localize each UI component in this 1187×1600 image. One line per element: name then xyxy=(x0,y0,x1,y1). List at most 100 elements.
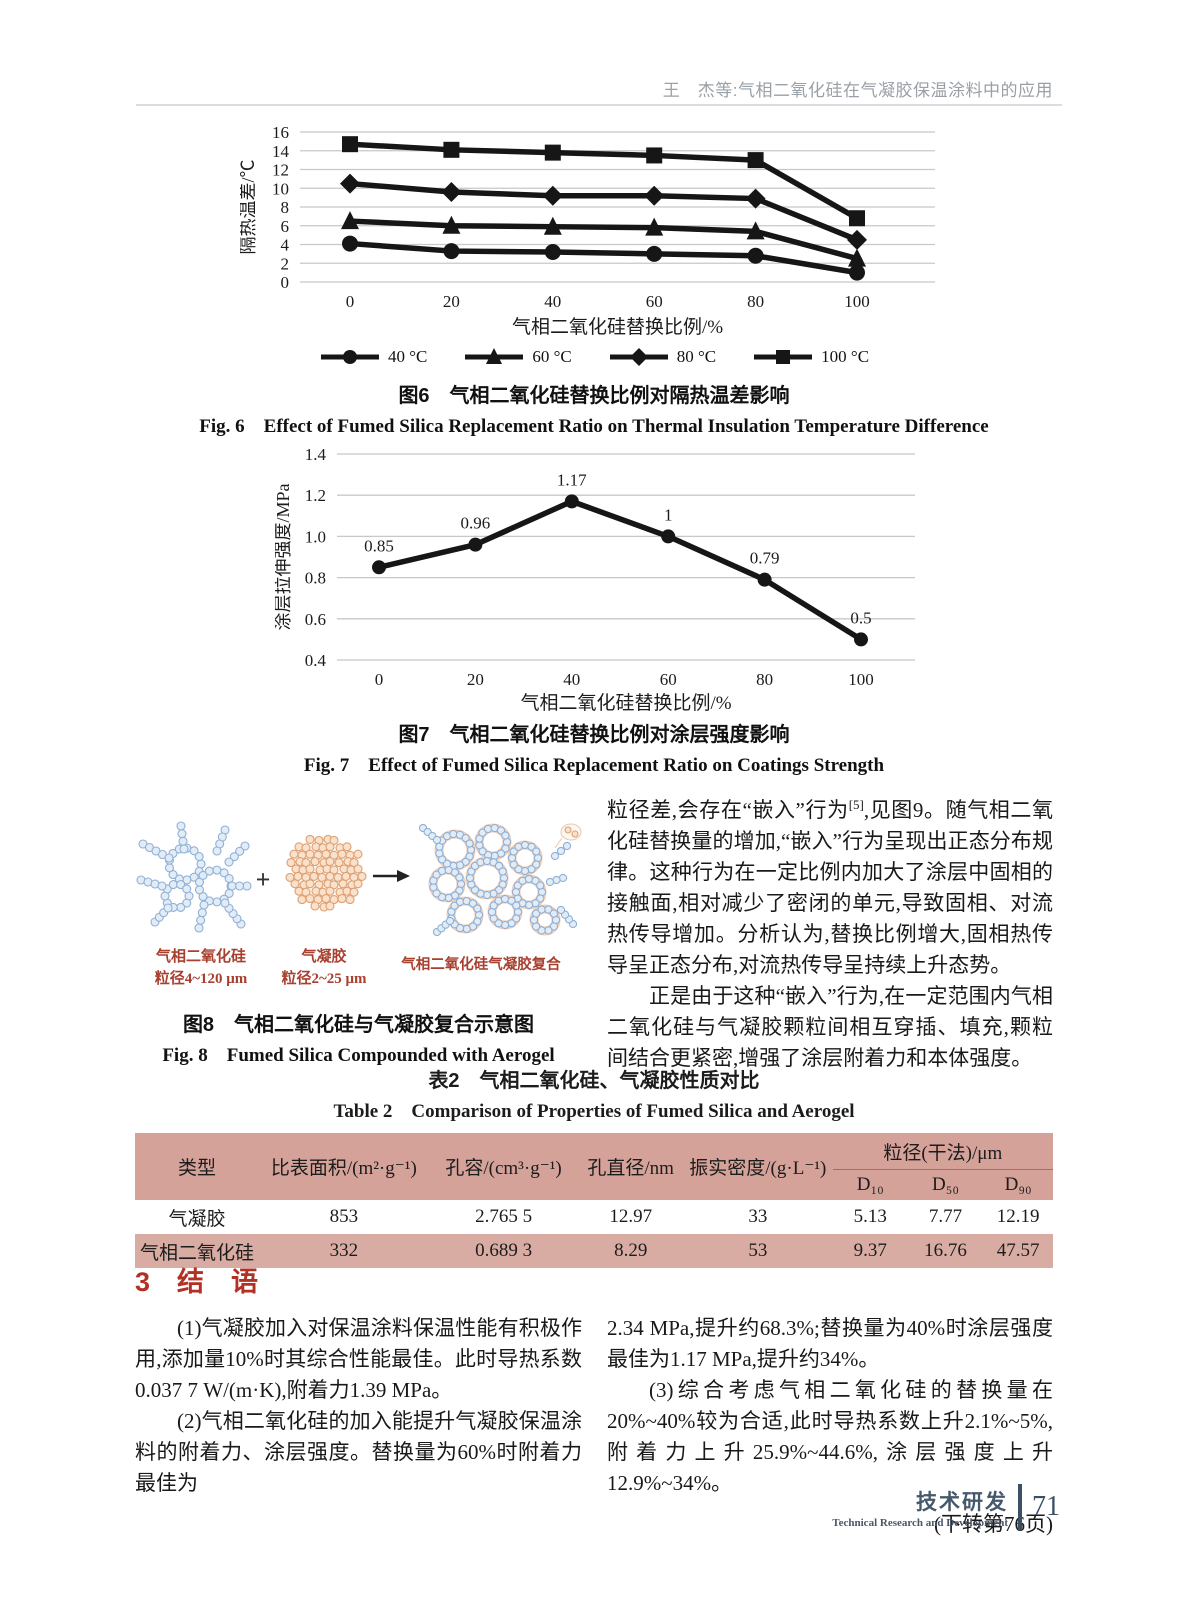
x-tick-label: 100 xyxy=(844,292,870,311)
fig8-label-composite: 气相二氧化硅气凝胶复合 xyxy=(401,957,561,973)
point-label: 0.5 xyxy=(850,608,871,627)
table2-section: 表2 气相二氧化硅、气凝胶性质对比 Table 2 Comparison of … xyxy=(135,1064,1053,1268)
table-row-aerogel: 气凝胶 853 2.765 5 12.97 33 5.13 7.77 12.19 xyxy=(135,1200,1053,1234)
y-tick-label: 14 xyxy=(272,142,290,161)
x-tick-label: 100 xyxy=(848,670,874,689)
y-tick-label: 0.6 xyxy=(305,610,326,629)
body-text-column: 粒径差,会存在“嵌入”行为[5],见图9。随气相二氧化硅替换量的增加,“嵌入”行… xyxy=(607,795,1053,1074)
point-label: 0.79 xyxy=(750,549,780,568)
point-label: 1.17 xyxy=(557,470,587,489)
legend-item-100 °C: 100 °C xyxy=(752,347,869,367)
series-涂层拉伸强度: 0.85 0.96 1.17 1 0.79 0.5 xyxy=(364,470,872,647)
fig7-caption-en: Fig. 7 Effect of Fumed Silica Replacemen… xyxy=(303,755,885,776)
y-tick-label: 2 xyxy=(281,254,290,273)
legend-marker-diamond xyxy=(609,348,668,366)
col-header-surface-area: 比表面积/(m²·g⁻¹) xyxy=(258,1133,429,1200)
citation-5: [5] xyxy=(848,797,864,812)
page-number: 71 xyxy=(1032,1491,1060,1522)
fig6-caption-cn: 图6 气相二氧化硅替换比例对隔热温差影响 xyxy=(398,385,790,407)
paragraph-embedding-behavior: 粒径差,会存在“嵌入”行为[5],见图9。随气相二氧化硅替换量的增加,“嵌入”行… xyxy=(607,797,1053,977)
x-tick-label: 80 xyxy=(747,292,764,311)
legend-marker-circle xyxy=(320,350,379,364)
x-axis-title: 气相二氧化硅替换比例/% xyxy=(512,316,723,338)
series-80 °C xyxy=(340,173,867,250)
point-label: 0.85 xyxy=(364,536,394,555)
middle-two-column-block: + 气相二氧化硅 粒径4~120 μm 气凝胶 粒径2~25 μm 气相二氧化硅… xyxy=(135,795,1053,1074)
x-tick-label: 20 xyxy=(467,670,484,689)
x-tick-label: 80 xyxy=(756,670,773,689)
y-tick-label: 12 xyxy=(272,161,289,180)
fig8-caption-cn: 图8 气相二氧化硅与气凝胶复合示意图 xyxy=(182,1014,535,1036)
paragraph-adhesion: 正是由于这种“嵌入”行为,在一定范围内气相二氧化硅与气凝胶颗粒间相互穿插、填充,… xyxy=(607,984,1053,1070)
legend-label: 40 °C xyxy=(387,347,428,366)
col-header-tap-density: 振实密度/(g·L⁻¹) xyxy=(683,1133,833,1200)
fig7-caption-cn: 图7 气相二氧化硅替换比例对涂层强度影响 xyxy=(398,724,790,746)
col-header-particle-size: 粒径(干法)/μm xyxy=(832,1133,1053,1170)
conclusion-point-2-continued: 2.34 MPa,提升约68.3%;替换量为40%时涂层强度最佳为1.17 MP… xyxy=(607,1316,1053,1371)
legend-label: 60 °C xyxy=(532,347,572,366)
table2-title-en: Table 2 Comparison of Properties of Fume… xyxy=(333,1101,855,1122)
conclusion-point-3: (3)综合考虑气相二氧化硅的替换量在20%~40%较为合适,此时导热系数上升2.… xyxy=(607,1378,1053,1495)
x-tick-label: 0 xyxy=(375,670,384,689)
series-60 °C xyxy=(341,211,866,267)
legend-label: 80 °C xyxy=(676,347,717,366)
gridlines xyxy=(337,453,915,661)
footer-section-en: Technical Research and Development xyxy=(832,1516,1008,1529)
col-header-d90: D₉₀ xyxy=(983,1169,1053,1200)
col-header-d50: D₅₀ xyxy=(907,1169,984,1200)
series-40 °C xyxy=(342,235,865,281)
legend-marker-square xyxy=(754,350,813,364)
y-tick-label: 1.2 xyxy=(305,486,326,505)
conclusion-left-column: (1)气凝胶加入对保温涂料保温性能有积极作用,添加量10%时其综合性能最佳。此时… xyxy=(135,1313,582,1540)
x-tick-label: 60 xyxy=(660,670,677,689)
conclusion-heading: 3 结 语 xyxy=(135,1267,259,1297)
legend-marker-triangle xyxy=(465,348,524,364)
aerogel-cluster xyxy=(285,834,367,912)
col-header-pore-diameter: 孔直径/nm xyxy=(578,1133,684,1200)
x-tick-label: 0 xyxy=(346,292,355,311)
conclusion-point-2: (2)气相二氧化硅的加入能提升气凝胶保温涂料的附着力、涂层强度。替换量为60%时… xyxy=(135,1409,582,1495)
y-tick-label: 0.8 xyxy=(305,569,326,588)
point-label: 0.96 xyxy=(461,514,491,533)
y-tick-label: 1.0 xyxy=(305,527,326,546)
series-100 °C xyxy=(342,136,865,227)
y-tick-label: 4 xyxy=(281,236,290,255)
x-tick-label: 40 xyxy=(563,670,580,689)
continuation-note: (下转第76页) xyxy=(934,1512,1053,1536)
col-header-type: 类型 xyxy=(135,1133,259,1200)
y-axis-title: 涂层拉伸强度/MPa xyxy=(275,483,293,630)
fig6-caption-en: Fig. 6 Effect of Fumed Silica Replacemen… xyxy=(199,416,989,437)
y-tick-label: 6 xyxy=(281,217,290,236)
footer-divider xyxy=(1018,1484,1022,1530)
y-tick-label: 10 xyxy=(272,179,289,198)
footer-section-cn: 技术研发 xyxy=(916,1490,1008,1514)
fig8-labels: 气相二氧化硅 粒径4~120 μm 气凝胶 粒径2~25 μm 气相二氧化硅气凝… xyxy=(135,942,582,998)
conclusion-point-1: (1)气凝胶加入对保温涂料保温性能有积极作用,添加量10%时其综合性能最佳。此时… xyxy=(135,1316,582,1402)
fig7-line-chart: 0.4 0.6 0.8 1.0 1.2 1.4 0 20 40 60 80 100 气相二氧化硅替换比例… xyxy=(275,445,915,712)
figure6-section: 0 2 4 6 8 10 12 14 16 0 20 40 60 80 100 气相二氧化硅替换比例/% 隔热温… xyxy=(135,124,1053,438)
fig6-legend: 40 °C 60 °C 80 °C 100 °C xyxy=(135,347,1053,367)
plus-sign: + xyxy=(256,865,271,894)
y-tick-label: 16 xyxy=(272,124,289,142)
legend-item-40 °C: 40 °C xyxy=(319,347,427,367)
table2: 类型 比表面积/(m²·g⁻¹) 孔容/(cm³·g⁻¹) 孔直径/nm 振实密… xyxy=(135,1133,1053,1268)
fig8-label-fumed-silica: 气相二氧化硅 粒径4~120 μm xyxy=(154,949,248,987)
col-header-pore-volume: 孔容/(cm³·g⁻¹) xyxy=(428,1133,579,1200)
fig8-caption-en: Fig. 8 Fumed Silica Compounded with Aero… xyxy=(162,1045,555,1066)
composite-cluster xyxy=(418,823,578,937)
figure8-column: + 气相二氧化硅 粒径4~120 μm 气凝胶 粒径2~25 μm 气相二氧化硅… xyxy=(135,795,582,1074)
legend-item-80 °C: 80 °C xyxy=(608,347,716,367)
fig8-label-aerogel: 气凝胶 粒径2~25 μm xyxy=(281,949,367,987)
footer-section-names: 技术研发 Technical Research and Development xyxy=(832,1486,1008,1529)
fumed-silica-cluster xyxy=(136,821,252,933)
x-axis-title: 气相二氧化硅替换比例/% xyxy=(520,692,731,712)
y-tick-label: 0 xyxy=(281,273,290,292)
magnifier-detail xyxy=(554,823,582,849)
table2-title-cn: 表2 气相二氧化硅、气凝胶性质对比 xyxy=(428,1070,760,1092)
y-axis-title: 隔热温差/℃ xyxy=(240,159,258,254)
y-tick-label: 1.4 xyxy=(305,445,327,464)
fig8-composite-diagram: + xyxy=(136,821,582,937)
legend-label: 100 °C xyxy=(821,347,870,366)
y-tick-label: 0.4 xyxy=(305,651,327,670)
x-tick-label: 20 xyxy=(443,292,460,311)
